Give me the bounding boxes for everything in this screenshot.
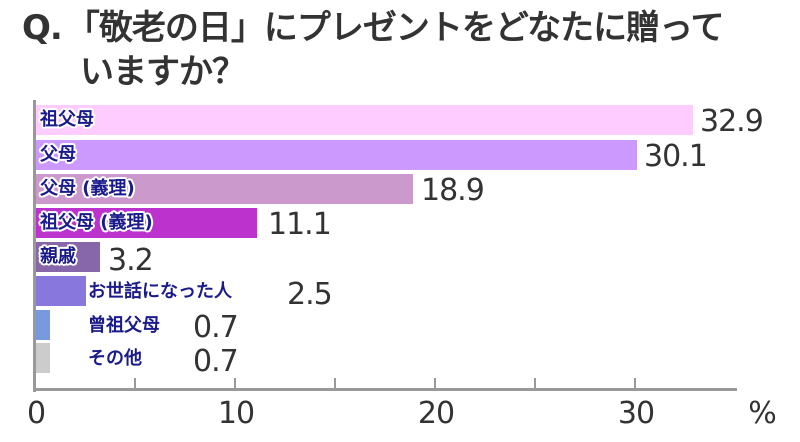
- bar-parents: [36, 140, 637, 170]
- x-axis-line: [33, 388, 737, 391]
- bar-label: 祖父母: [40, 109, 94, 130]
- bar-label: 曾祖父母: [88, 315, 160, 336]
- x-tick-5: [134, 378, 136, 388]
- bar-label: 祖父母 (義理): [40, 212, 153, 233]
- x-tick-label-20: 20: [417, 396, 455, 431]
- bar-grandparents-in-law: [36, 208, 257, 238]
- bar-value: 18.9: [421, 173, 485, 208]
- bar-relatives: [36, 242, 100, 272]
- bar-value: 0.7: [193, 310, 239, 345]
- bar-label: その他: [88, 348, 142, 369]
- x-tick-20: [434, 378, 436, 388]
- x-axis-unit: %: [748, 396, 776, 431]
- x-tick-label-30: 30: [617, 396, 655, 431]
- bar-great-grandparents: [36, 310, 50, 340]
- bar-label: 父母 (義理): [40, 178, 135, 199]
- bar-value: 32.9: [700, 104, 764, 139]
- bar-people-who-helped: [36, 276, 86, 306]
- bar-other: [36, 343, 50, 373]
- question-prefix: Q.: [22, 8, 63, 48]
- bar-value: 0.7: [193, 344, 239, 379]
- bar-value: 3.2: [108, 243, 154, 278]
- x-tick-10: [234, 378, 236, 388]
- bar-value: 30.1: [644, 139, 708, 174]
- bar-label: 親戚: [40, 246, 76, 267]
- x-tick-30: [634, 378, 636, 388]
- title-line-2: いますか？: [80, 52, 246, 92]
- bar-parents-in-law: [36, 174, 413, 204]
- bar-value: 2.5: [287, 277, 333, 312]
- x-tick-25: [534, 378, 536, 388]
- title-line-1: 「敬老の日」にプレゼントをどなたに贈って: [65, 8, 725, 48]
- x-tick-label-10: 10: [217, 396, 255, 431]
- chart-title: Q. 「敬老の日」にプレゼントをどなたに贈って いますか？: [22, 6, 792, 94]
- bar-grandparents: [36, 105, 693, 135]
- bar-label: お世話になった人: [88, 281, 232, 302]
- bar-value: 11.1: [268, 207, 332, 242]
- y-axis-line: [33, 100, 36, 392]
- x-tick-15: [334, 378, 336, 388]
- x-tick-label-0: 0: [26, 396, 46, 431]
- bar-label: 父母: [40, 144, 76, 165]
